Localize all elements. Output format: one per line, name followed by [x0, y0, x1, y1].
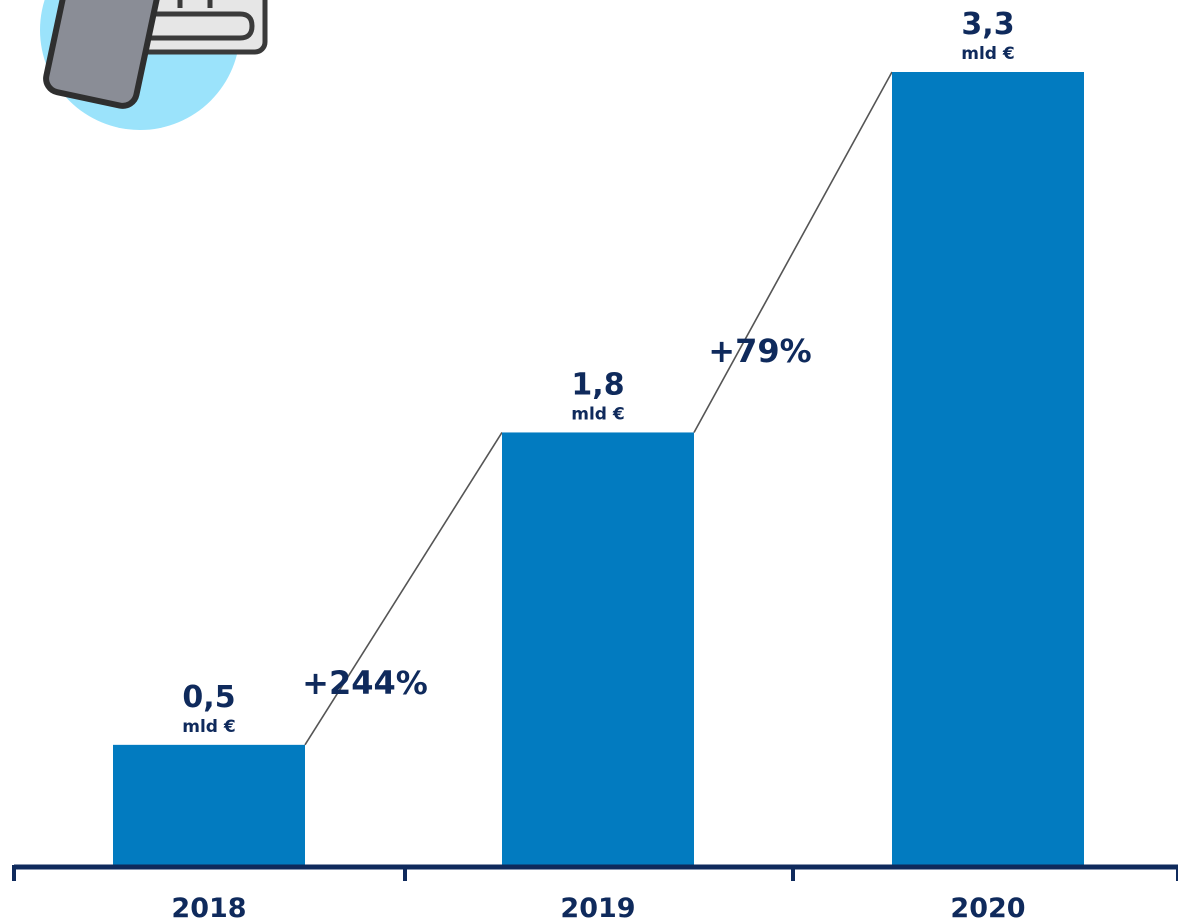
x-tick-labels-group: 2018 2019 2020: [171, 893, 1025, 923]
x-axis: [12, 864, 1178, 881]
bar-2019: [502, 432, 694, 865]
growth-connector-line: [693, 71, 893, 433]
value-label-2020: 3,3: [961, 7, 1014, 42]
growth-label: +244%: [302, 664, 428, 702]
phone-payment-icon: [40, 0, 268, 130]
bar-2018: [113, 744, 305, 865]
x-tick-label-2019: 2019: [560, 893, 635, 923]
bars-group: [113, 72, 1084, 865]
bar-2020: [892, 72, 1084, 865]
unit-label-2018: mld €: [182, 717, 235, 737]
x-tick-label-2018: 2018: [171, 893, 246, 923]
value-label-2018: 0,5: [182, 680, 235, 715]
growth-labels-group: +244% +79%: [302, 332, 812, 702]
growth-connectors: [304, 71, 893, 746]
value-label-2019: 1,8: [571, 367, 624, 402]
x-tick-label-2020: 2020: [950, 893, 1025, 923]
unit-label-2020: mld €: [961, 44, 1014, 64]
unit-label-2019: mld €: [571, 404, 624, 424]
smartphone-icon: [43, 0, 164, 109]
growth-label: +79%: [708, 332, 811, 370]
growth-connector-line: [304, 432, 503, 746]
